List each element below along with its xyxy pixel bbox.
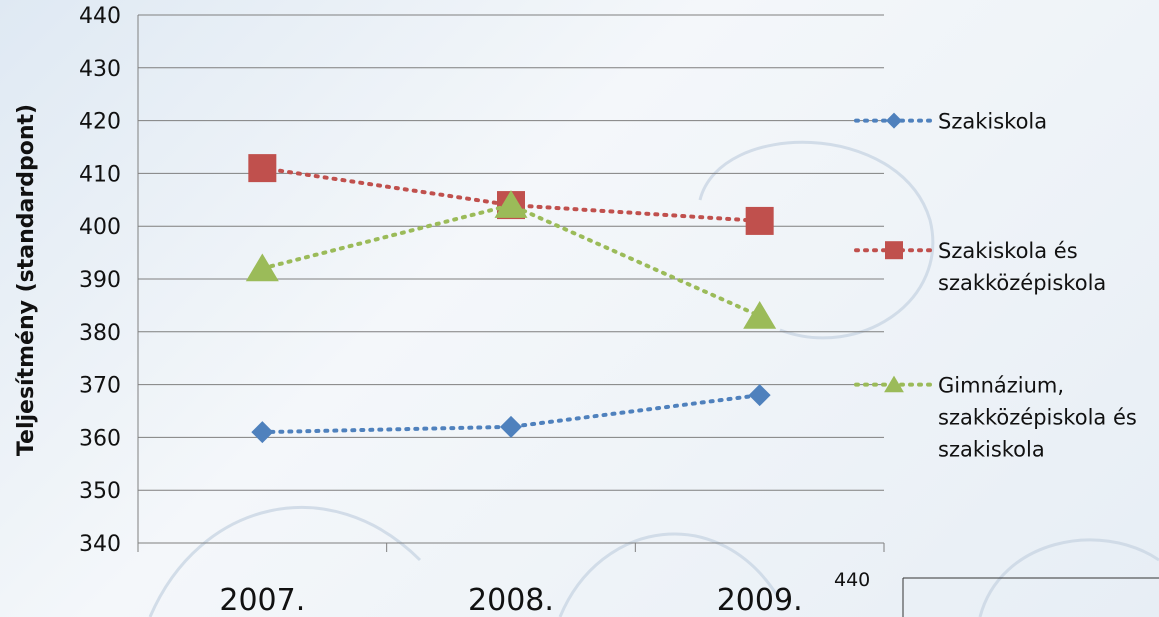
y-tick-label: 420 bbox=[79, 110, 121, 135]
data-point-square bbox=[248, 154, 277, 183]
legend-label: Szakiskola bbox=[938, 110, 1047, 134]
y-tick-label: 350 bbox=[79, 479, 121, 504]
corner-label: 440 bbox=[834, 569, 870, 591]
data-point-diamond bbox=[251, 421, 274, 444]
y-tick-label: 380 bbox=[79, 321, 121, 346]
x-tick-label: 2009. bbox=[717, 583, 803, 617]
legend-label: szakiskola bbox=[938, 438, 1045, 462]
data-point-diamond bbox=[500, 415, 522, 438]
series-group bbox=[245, 154, 777, 444]
legend-label: szakközépiskola bbox=[938, 271, 1106, 295]
axes bbox=[137, 15, 885, 552]
legend-marker bbox=[886, 112, 902, 129]
legend-item: Szakiskola bbox=[854, 110, 1047, 134]
y-tick-label: 360 bbox=[79, 426, 121, 451]
series-3 bbox=[245, 190, 777, 329]
y-axis-label: Teljesítmény (standardpont) bbox=[14, 104, 39, 456]
series-line bbox=[260, 202, 762, 318]
legend-marker bbox=[885, 241, 903, 260]
y-tick-label: 370 bbox=[79, 374, 121, 399]
data-point-triangle bbox=[245, 253, 279, 282]
x-tick-labels: 2007. 2008. 2009. bbox=[219, 583, 802, 617]
data-point-triangle bbox=[494, 190, 528, 218]
data-point-diamond bbox=[748, 384, 771, 407]
legend-item: Szakiskola és szakközépiskola bbox=[854, 239, 1106, 295]
data-point-triangle bbox=[743, 300, 777, 329]
x-tick-label: 2008. bbox=[468, 583, 554, 617]
corner-fragment: 440 bbox=[834, 569, 1159, 617]
y-tick-label: 340 bbox=[79, 532, 121, 557]
y-tick-labels: 340 350 360 370 380 390 400 410 420 430 440 bbox=[79, 4, 121, 557]
legend-label: Gimnázium, bbox=[938, 374, 1064, 398]
legend-marker bbox=[884, 375, 904, 393]
y-tick-label: 410 bbox=[79, 162, 121, 187]
series-line bbox=[260, 393, 762, 435]
legend-item: Gimnázium, szakközépiskola és szakiskola bbox=[854, 374, 1137, 462]
legend-label: Szakiskola és bbox=[938, 239, 1078, 263]
x-tick-label: 2007. bbox=[219, 583, 305, 617]
data-point-square bbox=[745, 206, 774, 235]
y-tick-label: 440 bbox=[79, 4, 121, 29]
y-tick-label: 390 bbox=[79, 268, 121, 293]
series-1 bbox=[251, 384, 771, 444]
y-tick-label: 400 bbox=[79, 215, 121, 240]
legend: Szakiskola Szakiskola és szakközépiskola Gi… bbox=[854, 110, 1137, 462]
legend-label: szakközépiskola és bbox=[938, 406, 1137, 430]
y-tick-label: 430 bbox=[79, 57, 121, 82]
